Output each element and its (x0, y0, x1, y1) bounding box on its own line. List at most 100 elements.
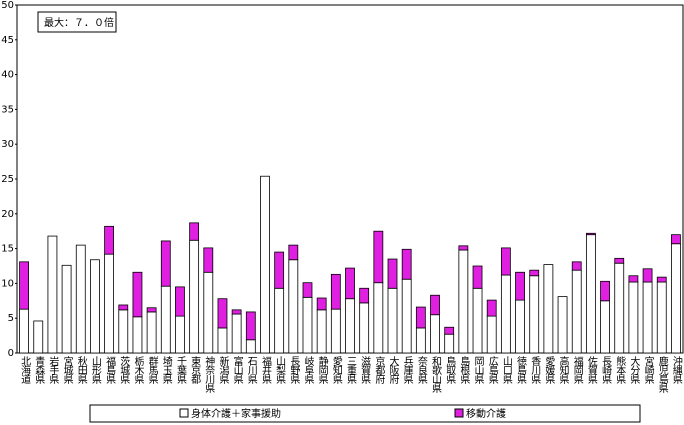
bar-segment (671, 234, 681, 245)
bar-segment (288, 259, 299, 354)
bar-segment (486, 315, 497, 354)
x-tick-label: 静岡県 (316, 355, 328, 385)
bar-segment (529, 269, 540, 277)
x-tick-label: 鹿児島県 (656, 355, 668, 394)
bar-segment (543, 264, 554, 354)
x-tick-label: 岩手県 (47, 355, 59, 385)
bar-segment (90, 259, 100, 354)
x-tick-label: 岐阜県 (302, 355, 314, 385)
bar-segment (231, 313, 242, 354)
x-tick-label: 熊本県 (614, 355, 626, 385)
x-tick-label: 山口県 (500, 356, 512, 385)
x-tick-label: 奈良県 (415, 355, 427, 385)
bar-segment (642, 268, 653, 283)
x-tick-label: 山梨県 (274, 356, 286, 385)
bar-segment (330, 273, 341, 310)
y-tick-label: 20 (1, 209, 14, 220)
bar-segment (217, 327, 228, 354)
bar-segment (571, 261, 582, 271)
x-tick-label: 長野県 (288, 356, 300, 385)
bar-segment (430, 294, 440, 316)
bar-segment (274, 251, 285, 289)
x-tick-label: 佐賀県 (585, 356, 597, 385)
bar-segment (642, 281, 653, 354)
y-tick-label: 10 (1, 278, 14, 289)
x-tick-label: 大阪府 (387, 355, 399, 385)
bar-segment (401, 278, 412, 354)
bar-segment (628, 275, 639, 283)
bar-segment (458, 245, 469, 251)
bar-segment (472, 287, 483, 354)
legend-swatch (179, 408, 189, 418)
bar-segment (160, 240, 171, 287)
bar-segment (515, 299, 525, 354)
bar-segment (19, 308, 29, 354)
bar-segment (345, 267, 355, 300)
y-tick-label: 45 (1, 35, 14, 46)
bar-segment (500, 274, 511, 354)
bar-segment (132, 271, 143, 318)
bar-segment (415, 306, 426, 329)
legend-label: 身体介護＋家事援助 (191, 407, 281, 420)
x-tick-label: 富山県 (231, 355, 243, 385)
bar-segment (330, 308, 341, 354)
bar-segment (118, 304, 129, 311)
bar-segment (415, 327, 426, 354)
x-tick-label: 栃木県 (132, 355, 144, 385)
x-tick-label: 北海道 (19, 356, 31, 384)
x-tick-label: 長崎県 (600, 356, 612, 385)
x-tick-label: 大分県 (628, 355, 640, 385)
legend-swatch (454, 408, 464, 418)
bar-segment (444, 326, 455, 335)
bar-segment (472, 265, 483, 289)
bar-segment (656, 276, 667, 283)
bar-segment (373, 282, 384, 354)
x-tick-label: 神奈川県 (203, 355, 215, 394)
bar-segment (345, 298, 355, 354)
bar-segment (175, 286, 185, 317)
bar-segment (104, 225, 115, 255)
x-tick-label: 福井県 (259, 355, 271, 385)
x-tick-label: 群馬県 (146, 355, 158, 385)
bar-segment (316, 297, 327, 311)
legend-label: 移動介護 (466, 407, 506, 420)
bar-segment (614, 262, 625, 354)
x-tick-label: 宮崎県 (642, 355, 654, 385)
bar-segment (189, 239, 200, 354)
bar-segment (656, 281, 667, 354)
bar-segment (33, 320, 44, 354)
bar-segment (486, 299, 497, 317)
bar-segment (245, 311, 256, 341)
x-tick-label: 福岡県 (571, 355, 583, 385)
bar-segment (231, 309, 242, 315)
x-tick-label: 新潟県 (217, 355, 229, 385)
bar-segment (146, 311, 157, 354)
annotation-box (37, 11, 117, 33)
bar-segment (245, 339, 256, 354)
bar-segment (75, 244, 86, 354)
bar-segment (500, 247, 511, 276)
x-tick-label: 宮城県 (61, 355, 73, 385)
bar-segment (430, 314, 440, 354)
bar-segment (118, 309, 129, 354)
bar-segment (373, 230, 384, 284)
x-tick-label: 茨城県 (118, 355, 130, 385)
x-tick-label: 埼玉県 (160, 355, 172, 385)
bar-segment (160, 285, 171, 354)
y-tick-label: 25 (1, 174, 14, 185)
bar-segment (600, 300, 610, 354)
y-tick-label: 50 (1, 0, 14, 11)
bar-segment (104, 253, 115, 354)
bar-segment (61, 264, 72, 354)
bar-segment (585, 234, 596, 354)
x-tick-label: 島根県 (458, 355, 470, 385)
bar-segment (671, 243, 681, 354)
x-tick-label: 愛知県 (330, 355, 342, 385)
bar-segment (359, 287, 370, 304)
x-tick-label: 香川県 (529, 356, 541, 385)
bar-segment (47, 235, 58, 354)
bar-segment (302, 296, 313, 354)
bar-segment (175, 315, 185, 354)
bar-segment (458, 249, 469, 354)
